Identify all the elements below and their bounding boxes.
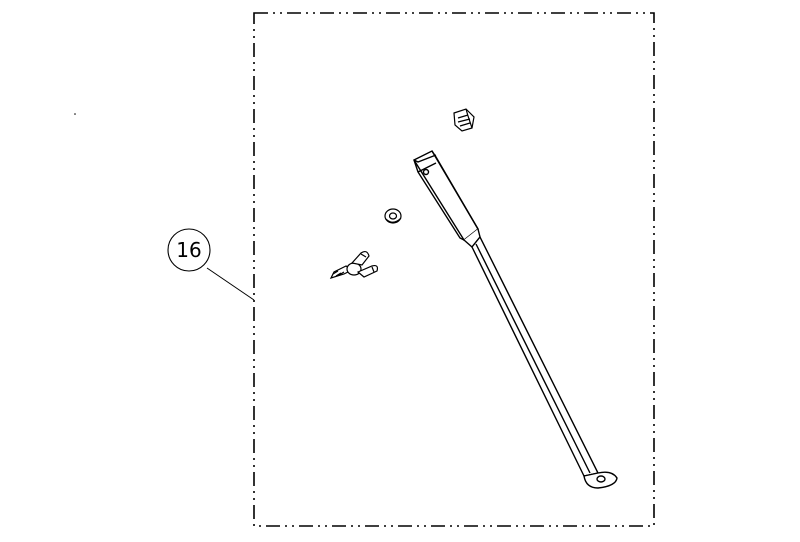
washer [384,208,402,224]
support-rod [412,150,618,489]
callout-circle [167,228,211,272]
clip-nut [453,108,475,132]
stray-dot [74,113,76,115]
callout-leader [206,267,255,301]
callout-label: 16 [176,238,201,262]
group-boundary [253,12,655,527]
callout-16: 16 [167,228,211,272]
wing-nut [329,250,379,279]
